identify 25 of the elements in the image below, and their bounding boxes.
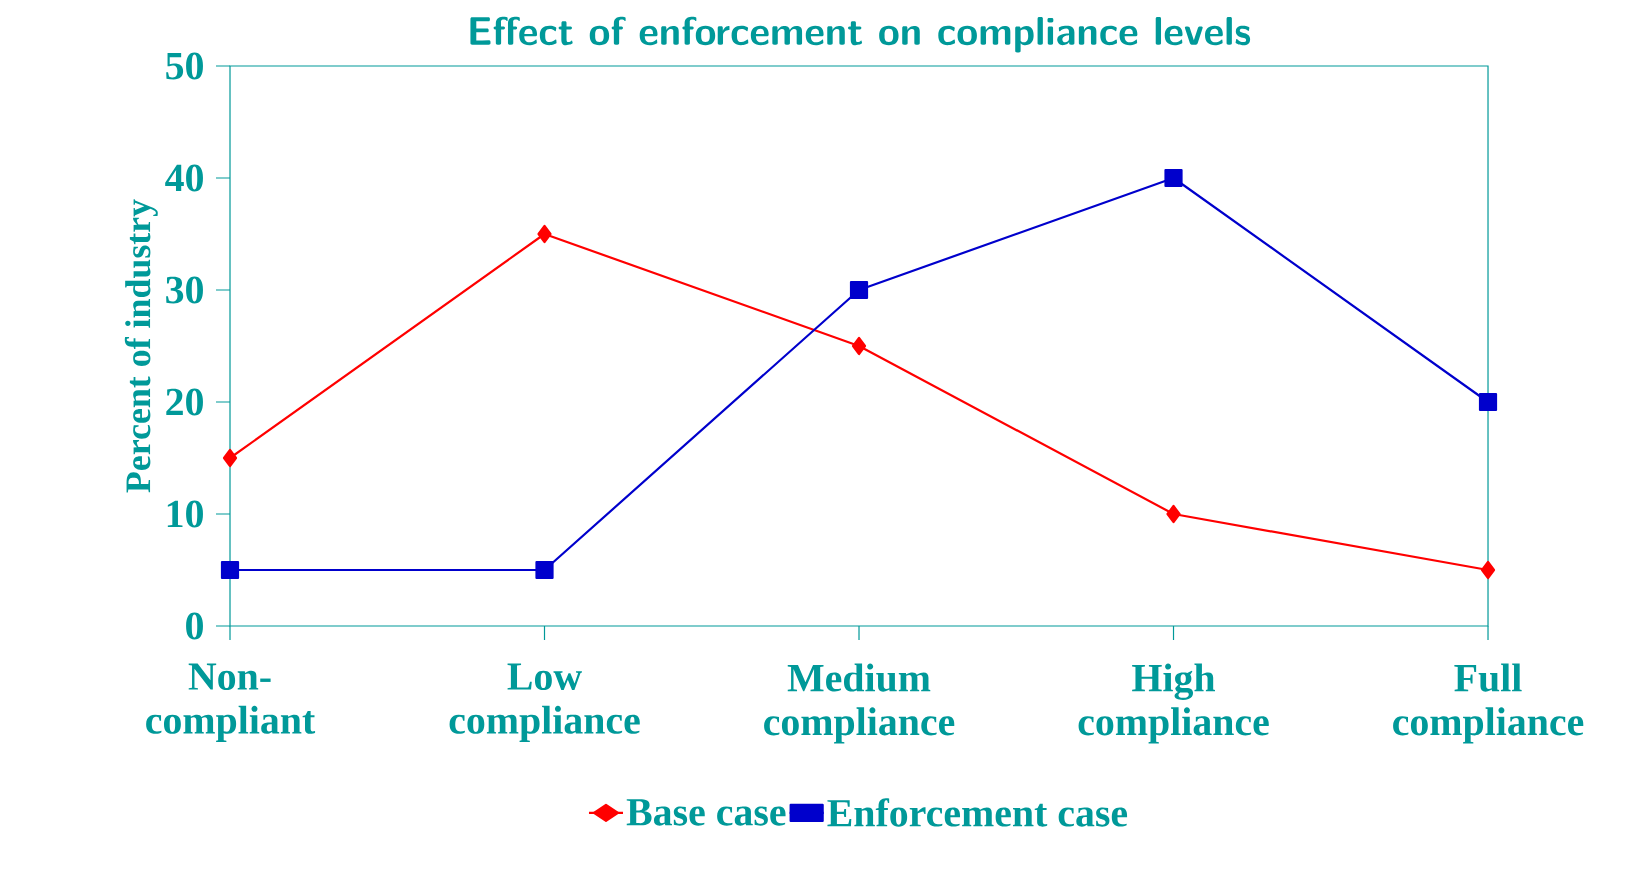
y-tick-label: 0 [186, 612, 203, 640]
point [1478, 392, 1498, 412]
x-tick-label: Low compliance [449, 663, 640, 742]
y-axis-title: Percent of industry [124, 199, 158, 493]
point [851, 336, 867, 356]
legend-label: Base case [626, 799, 786, 826]
point [1166, 504, 1181, 524]
point [537, 224, 552, 244]
y-tick-label: 10 [167, 500, 203, 528]
x-tick-label: Non-compliant [146, 663, 316, 742]
point [222, 448, 238, 468]
y-tick-label: 30 [166, 276, 203, 304]
point [535, 560, 554, 580]
x-tick-label: Medium compliance [764, 663, 955, 744]
point [1480, 560, 1496, 580]
chart-title: Effect of enforcement on compliance levels [470, 16, 1251, 53]
point [849, 280, 869, 300]
legend-label: Enforcement case [827, 798, 1128, 827]
x-tick-label: Full compliance [1393, 663, 1584, 744]
point [1164, 168, 1183, 188]
point [220, 560, 240, 580]
y-tick-label: 50 [166, 52, 203, 80]
y-tick-label: 20 [166, 388, 203, 416]
y-tick-label: 40 [165, 164, 203, 192]
x-tick-label: High compliance [1078, 663, 1269, 744]
